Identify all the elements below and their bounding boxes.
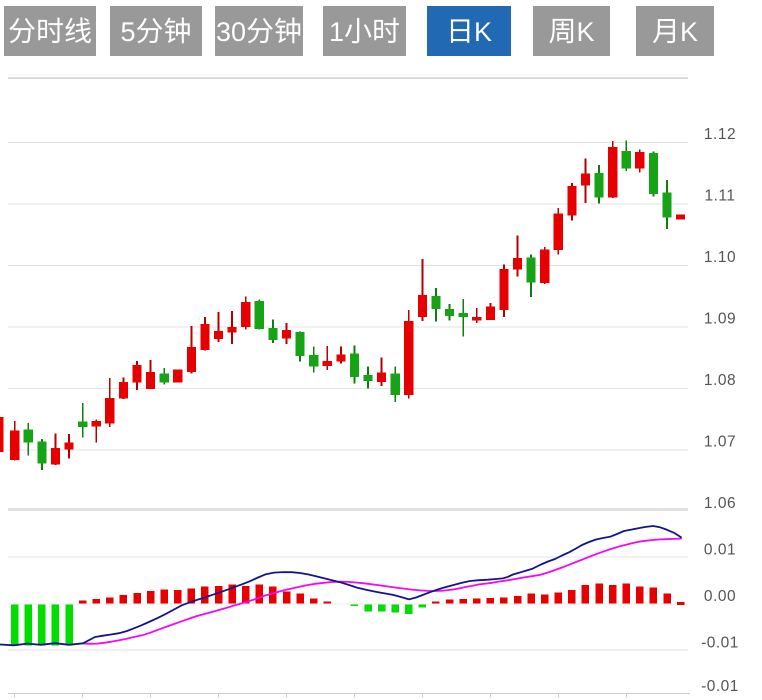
svg-text:1.07: 1.07 (704, 434, 736, 451)
svg-text:1.06: 1.06 (704, 495, 736, 512)
svg-text:1.09: 1.09 (704, 311, 736, 328)
svg-text:-0.01: -0.01 (701, 635, 739, 652)
svg-text:0.01: 0.01 (704, 542, 736, 559)
svg-text:1.08: 1.08 (704, 372, 736, 389)
svg-text:0.00: 0.00 (704, 588, 736, 605)
svg-text:1.12: 1.12 (704, 126, 736, 143)
svg-text:1.11: 1.11 (704, 188, 735, 205)
svg-text:1.10: 1.10 (704, 249, 736, 266)
svg-text:-0.01: -0.01 (701, 678, 739, 695)
